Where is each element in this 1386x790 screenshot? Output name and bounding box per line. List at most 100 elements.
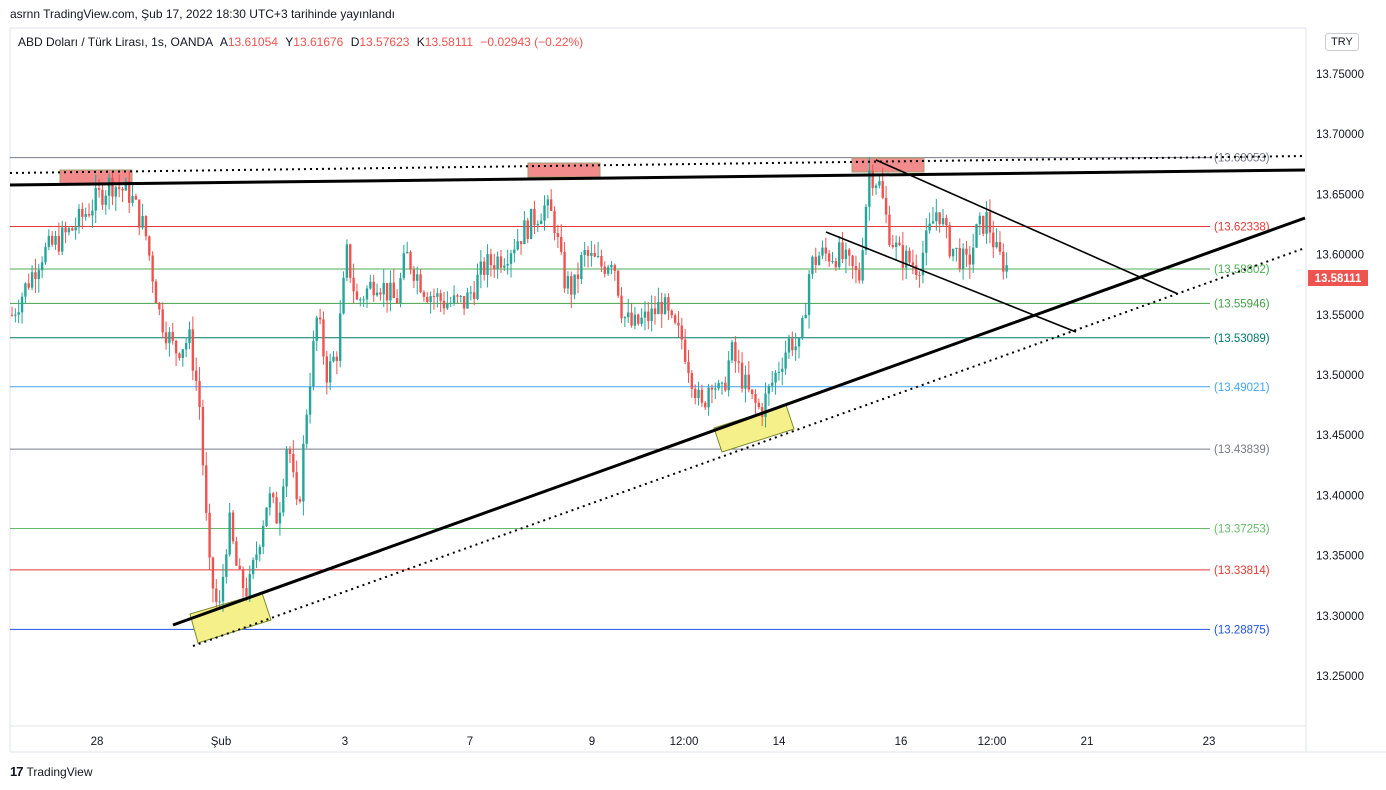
support-trendline[interactable] xyxy=(172,216,1306,627)
candle-body xyxy=(131,195,134,203)
footer-brand[interactable]: 17 TradingView xyxy=(10,764,93,779)
candle-body xyxy=(506,263,509,266)
candle-body xyxy=(596,256,600,258)
candle-body xyxy=(864,206,868,251)
candle-body xyxy=(432,296,436,298)
price-tick-label: 13.25000 xyxy=(1316,671,1364,683)
time-tick-label: 28 xyxy=(91,736,104,748)
candle-body xyxy=(426,296,429,302)
candle-body xyxy=(992,232,995,248)
time-tick-label: 21 xyxy=(1081,736,1094,748)
candle-body xyxy=(563,251,566,289)
candle-body xyxy=(781,368,784,372)
candle-body xyxy=(590,252,593,256)
candle-body xyxy=(539,220,543,224)
time-tick-label: 7 xyxy=(467,736,473,748)
candle-body xyxy=(767,385,771,394)
candle-body xyxy=(680,325,683,340)
candle-body xyxy=(10,314,14,316)
candle-body xyxy=(312,340,315,387)
candle-body xyxy=(543,205,546,221)
candle-body xyxy=(586,250,590,256)
candlesticks xyxy=(10,157,1008,612)
tradingview-logo-icon: 17 xyxy=(10,764,24,779)
candle-body xyxy=(315,317,318,341)
candle-body xyxy=(1002,251,1005,272)
support-zone-1[interactable] xyxy=(189,592,272,644)
currency-button[interactable]: TRY xyxy=(1325,33,1359,51)
candle-body xyxy=(439,293,442,301)
symbol-name[interactable]: ABD Doları / Türk Lirası, 1s, OANDA xyxy=(18,35,213,49)
candle-body xyxy=(174,340,178,354)
candle-body xyxy=(436,293,439,297)
candle-body xyxy=(496,256,499,270)
candle-body xyxy=(945,218,948,226)
candle-body xyxy=(128,181,131,203)
candle-body xyxy=(834,261,838,268)
channel-lower-line[interactable] xyxy=(825,231,1077,333)
time-tick-label: 9 xyxy=(589,736,595,748)
candle-body xyxy=(908,250,911,263)
candle-body xyxy=(774,372,777,383)
candle-body xyxy=(764,393,767,417)
candle-body xyxy=(67,228,71,233)
resistance-zone-2[interactable] xyxy=(527,162,601,178)
candle-body xyxy=(630,312,633,326)
candle-body xyxy=(620,295,623,319)
candle-body xyxy=(660,301,663,314)
candle-body xyxy=(633,314,637,326)
candle-body xyxy=(144,215,148,237)
candle-body xyxy=(613,265,617,271)
candle-body xyxy=(727,360,730,391)
candle-body xyxy=(693,388,697,399)
candle-body xyxy=(576,274,580,280)
candle-body xyxy=(272,493,275,498)
channel-upper-line[interactable] xyxy=(875,159,1179,295)
price-tick-label: 13.30000 xyxy=(1316,611,1364,623)
resistance-dotted-line[interactable] xyxy=(9,155,1306,174)
candle-body xyxy=(975,224,978,248)
candle-body xyxy=(861,250,864,281)
candle-body xyxy=(258,546,262,555)
candle-body xyxy=(616,270,620,296)
candle-body xyxy=(121,188,124,191)
candle-body xyxy=(148,236,151,256)
price-tick-label: 13.75000 xyxy=(1316,69,1364,81)
candle-body xyxy=(503,265,506,268)
candle-body xyxy=(754,394,757,403)
candle-body xyxy=(47,235,51,247)
candle-body xyxy=(918,274,921,276)
candle-body xyxy=(988,212,992,233)
candle-body xyxy=(369,281,372,289)
candle-body xyxy=(968,254,972,265)
time-tick-label: 16 xyxy=(895,736,908,748)
candle-body xyxy=(838,242,841,268)
low-label: D xyxy=(350,35,360,49)
candle-body xyxy=(523,220,526,245)
change-value: −0.02943 (−0.22%) xyxy=(480,35,584,49)
candle-body xyxy=(526,220,529,239)
candle-body xyxy=(114,187,118,197)
candle-body xyxy=(349,244,352,278)
candle-body xyxy=(322,319,325,357)
close-value: 13.58111 xyxy=(424,35,474,49)
support-dotted-line[interactable] xyxy=(192,247,1306,647)
resistance-trendline[interactable] xyxy=(9,168,1306,187)
candle-body xyxy=(848,249,851,256)
candle-body xyxy=(188,329,191,344)
candle-body xyxy=(1005,265,1008,272)
candle-body xyxy=(560,236,563,252)
candle-body xyxy=(499,256,503,268)
candle-body xyxy=(891,244,894,248)
candle-body xyxy=(931,221,935,224)
candle-body xyxy=(231,512,235,542)
candle-body xyxy=(744,374,747,389)
candle-body xyxy=(998,242,1002,252)
candle-body xyxy=(275,497,278,524)
candle-body xyxy=(305,414,308,444)
candle-body xyxy=(710,387,714,390)
candle-body xyxy=(821,247,824,256)
candle-body xyxy=(104,195,107,205)
candle-body xyxy=(951,248,955,257)
